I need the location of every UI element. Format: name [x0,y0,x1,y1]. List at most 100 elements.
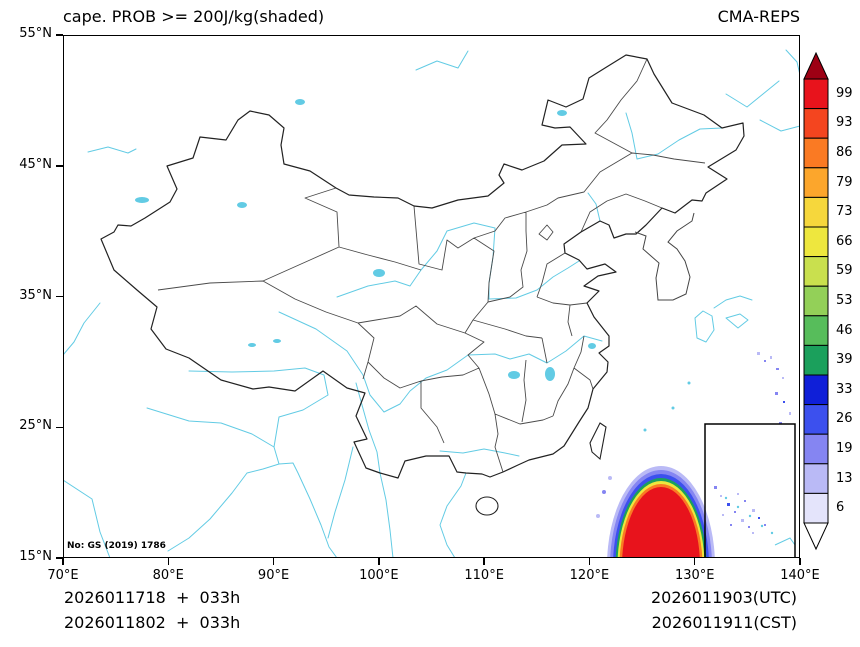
y-tick-label: 45°N [19,156,52,172]
colorbar-label: 86 [836,145,853,160]
colorbar-label: 73 [836,204,853,220]
probability-blob [596,466,715,558]
colorbar-label: 53 [836,293,853,308]
poyang-lake [545,367,555,381]
lakes [135,99,691,432]
vietnam-coast [439,472,467,558]
y-tick-mark [56,295,63,298]
map-plot [63,49,800,558]
ryukyu-island [687,381,691,385]
amur-river [725,80,800,132]
mekong-river [355,382,394,558]
colorbar-label: 6 [836,500,845,516]
colorbar-segment [803,196,829,228]
probability-speckles [757,352,791,432]
colorbar-segment [803,433,829,465]
y-tick-mark [56,34,63,36]
x-tick-mark [272,558,275,565]
colorbar: 99 93 86 79 73 66 59 53 46 39 33 26 19 13 6 [803,51,860,557]
x-tick-label: 130°E [674,568,715,583]
colorbar-label: 66 [836,233,853,249]
issyk-kul-lake [135,197,149,203]
inset-probability-speckles [714,486,766,534]
blob-outlier [602,490,606,494]
colorbar-segment [803,463,829,494]
colorbar-segment [803,492,829,524]
irrawaddy-river [327,446,354,539]
x-tick-label: 100°E [359,568,399,583]
valid-time-utc: 2026011903(UTC) [651,588,797,607]
colorbar-segment [803,344,829,376]
map-approval-note: No: GS (2019) 1786 [67,541,166,551]
kyushu-coast [694,295,753,343]
x-tick-label: 120°E [569,568,610,583]
colorbar-label: 26 [836,411,853,427]
selenga-river [415,50,469,71]
brahmaputra-river [188,367,329,465]
x-tick-mark [62,558,64,565]
y-tick-label: 25°N [19,418,52,434]
x-tick-label: 110°E [464,568,504,583]
x-tick-mark [588,558,591,565]
init-time-utc: 2026011718 + 033h [64,588,241,607]
colorbar-segment [803,78,829,110]
colorbar-segment [803,404,829,435]
lake-balkhash [87,146,137,154]
x-tick-mark [483,558,485,565]
colorbar-segment [803,108,829,139]
x-tick-label: 70°E [47,568,79,583]
liao-river [587,192,601,222]
blob-outlier [608,476,612,480]
ryukyu-island [643,428,647,432]
init-time-cst: 2026011802 + 033h [64,613,241,632]
hainan-island [475,496,499,516]
blob-outlier [596,514,600,518]
x-tick-mark [378,558,380,565]
x-tick-label: 90°E [257,568,290,583]
province-boundaries [157,58,706,473]
ryukyu-island [671,406,675,410]
x-tick-mark [167,558,170,565]
colorbar-label: 99 [836,85,853,101]
south-china-sea-inset [705,424,796,558]
colorbar-segment [803,226,829,258]
dongting-lake [508,371,520,379]
y-tick-label: 15°N [19,549,52,564]
inset-border [704,423,796,558]
colorbar-label: 46 [836,322,853,338]
colorbar-label: 19 [836,441,853,456]
y-tick-mark [56,557,63,559]
bay-of-bengal-coast [167,462,338,558]
bosten-lake [237,202,247,208]
rivers-and-coastlines [63,49,800,558]
colorbar-segment [803,137,829,169]
y-tick-mark [56,426,63,428]
tibet-lake [273,339,281,343]
colorbar-segment [803,374,829,406]
yangtze-river [278,311,603,413]
hulun-lake [557,110,567,116]
colorbar-segment [803,167,829,198]
colorbar-under-arrow [803,522,829,551]
yellow-river [336,222,580,300]
mongolia-lake [295,99,305,105]
colorbar-scale [803,51,829,551]
y-tick-label: 35°N [19,287,52,303]
colorbar-segment [803,315,829,346]
plot-title: cape. PROB >= 200J/kg(shaded) [63,7,325,26]
korea-coast [634,212,695,301]
y-tick-mark [56,165,63,167]
colorbar-segment [803,256,829,287]
x-tick-mark [693,558,696,565]
colorbar-over-arrow [803,51,829,80]
colorbar-label: 39 [836,352,853,368]
sakhalin-coast [785,49,800,76]
colorbar-label: 59 [836,263,853,279]
china-border [100,54,745,479]
inset-islands [724,496,796,546]
tibet-lake [248,343,256,347]
x-tick-label: 80°E [152,568,184,583]
y-tick-label: 55°N [19,26,52,41]
colorbar-label: 79 [836,174,853,190]
x-tick-label: 140°E [780,568,820,583]
